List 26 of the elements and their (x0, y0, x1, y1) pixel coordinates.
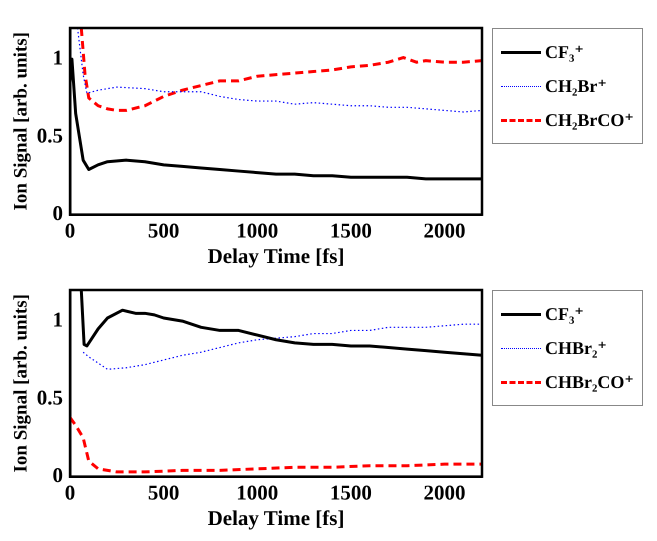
x-tick-label: 1000 (236, 480, 278, 505)
x-tick-label: 1500 (330, 480, 372, 505)
legend-label: CH₂BrCO⁺ (545, 110, 634, 130)
line-series (70, 416, 482, 474)
y-tick-label: 1 (52, 308, 64, 332)
x-tick-label: 2000 (424, 218, 466, 243)
legend-label: CHBr₂⁺ (545, 338, 607, 358)
y-tick-label: 1 (52, 46, 64, 70)
legend-label: CF₃⁺ (545, 304, 584, 324)
y-axis-title: Ion Signal [arb. units] (10, 294, 32, 473)
y-axis-title: Ion Signal [arb. units] (10, 32, 32, 211)
legend-label: CH₂Br⁺ (545, 76, 607, 96)
y-tick-label: 0.5 (36, 385, 64, 410)
x-tick-label: 2000 (424, 480, 466, 505)
legend-label: CF₃⁺ (545, 42, 584, 62)
x-axis-title: Delay Time [fs] (208, 506, 344, 530)
x-tick-label: 1500 (330, 218, 372, 243)
legend-label: CHBr₂CO⁺ (545, 372, 634, 392)
x-tick-label: 500 (148, 218, 180, 243)
x-axis-title: Delay Time [fs] (208, 244, 344, 268)
y-tick-label: 0 (52, 463, 64, 488)
x-tick-label: 1000 (236, 218, 278, 243)
y-tick-label: 0.5 (36, 123, 64, 148)
x-tick-label: 500 (148, 480, 180, 505)
y-tick-label: 0 (52, 201, 64, 226)
line-series (82, 324, 482, 370)
